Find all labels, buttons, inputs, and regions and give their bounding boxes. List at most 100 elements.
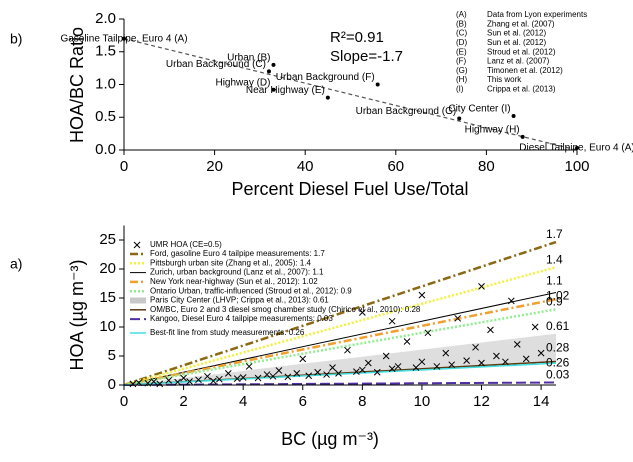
x-tick-label: 10: [414, 393, 431, 410]
reference-line: [123, 240, 557, 387]
reference-code: (A): [456, 10, 467, 19]
reference-line: [123, 297, 557, 387]
point-label: Urban Background (F): [276, 72, 375, 83]
data-point: [195, 376, 202, 384]
data-point: [522, 355, 530, 363]
data-point: [403, 338, 411, 345]
x-tick-label: 4: [239, 393, 247, 410]
data-point: [305, 372, 313, 380]
line-end-label: 1.1: [546, 274, 563, 288]
reference-code: (F): [456, 57, 467, 66]
panel-label: a): [10, 256, 22, 272]
legend-label: Zurich, urban background (Lanz et al., 2…: [150, 268, 324, 277]
x-tick-label: 100: [564, 158, 589, 175]
data-point: [323, 371, 330, 378]
reference-code: (B): [456, 19, 467, 28]
data-point: [388, 317, 396, 325]
legend-label: Pittsburgh urban site (Zhang et al., 200…: [150, 258, 312, 267]
point-label: City Center (I): [448, 104, 510, 115]
data-point: [215, 375, 223, 383]
data-point: [442, 349, 450, 357]
annotation: R²=0.91: [330, 29, 384, 46]
data-point: [433, 363, 441, 370]
reference-line: [123, 308, 557, 387]
data-point: [245, 363, 253, 370]
data-point: [364, 359, 372, 367]
point-label: Urban Background (C): [166, 59, 266, 70]
data-point: [204, 372, 211, 380]
data-point: [373, 368, 381, 376]
data-point: [463, 357, 470, 364]
band: [124, 333, 556, 385]
data-point: [165, 377, 173, 384]
data-point: [493, 352, 500, 360]
legend-label: Paris City Center (LHVP; Crippa et al., …: [150, 296, 329, 305]
legend-label: New York near-highway (Sun et al., 2012)…: [150, 277, 318, 286]
point: [457, 116, 462, 121]
point: [520, 134, 525, 139]
data-point: [418, 358, 426, 366]
line-end-label: 1.7: [546, 227, 563, 241]
reference-line: [123, 292, 557, 386]
x-tick-label: 12: [473, 393, 490, 410]
y-tick-label: 0.5: [95, 108, 116, 125]
y-tick-label: 1.5: [95, 43, 116, 60]
reference-text: Sun et al. (2012): [487, 38, 546, 47]
point-label: Highway (H): [465, 125, 520, 136]
point: [511, 113, 516, 118]
y-tick-label: 0.0: [95, 141, 116, 158]
y-tick-label: 15: [99, 289, 116, 306]
line-end-label: 0.28: [546, 341, 570, 355]
y-tick-label: 5: [108, 347, 116, 364]
x-axis-label: Percent Diesel Fuel Use/Total: [231, 179, 468, 199]
data-point: [150, 378, 158, 385]
y-tick-label: 1.0: [95, 75, 116, 92]
data-point: [454, 314, 462, 322]
data-point: [210, 377, 217, 385]
legend-label: Ontario Urban, traffic-influenced (Strou…: [150, 286, 352, 295]
x-tick-label: 0: [120, 158, 128, 175]
annotation: Slope=-1.7: [330, 48, 403, 65]
data-point: [239, 374, 247, 381]
legend-label: UMR HOA (CE=0.5): [150, 240, 222, 249]
data-point: [180, 374, 187, 382]
data-point: [186, 378, 193, 385]
y-tick-label: 0: [108, 376, 116, 393]
reference-text: Lanz et al. (2007): [487, 57, 550, 66]
legend-symbol: [133, 241, 141, 249]
data-point: [254, 374, 262, 382]
line-end-label: 0.26: [546, 355, 570, 369]
line-end-label: 1.02: [546, 288, 570, 302]
point: [325, 95, 330, 100]
data-point: [314, 368, 322, 376]
reference-code: (E): [456, 47, 467, 56]
data-point: [537, 349, 545, 357]
reference-line: [123, 266, 557, 387]
data-point: [358, 366, 366, 374]
x-tick-label: 14: [533, 393, 550, 410]
x-tick-label: 20: [206, 158, 223, 175]
point-label: Urban Background (G): [356, 106, 457, 117]
x-tick-label: 0: [120, 393, 128, 410]
data-point: [275, 367, 283, 374]
point-label: Diesel Tailpipe, Euro 4 (A): [519, 143, 633, 154]
data-point: [487, 326, 494, 334]
y-tick-label: 20: [99, 260, 116, 277]
point: [271, 62, 276, 67]
y-tick-label: 25: [99, 231, 116, 248]
data-point: [129, 380, 137, 388]
reference-text: Timonen et al. (2012): [487, 66, 563, 75]
data-point: [335, 370, 342, 377]
line-end-label: 0.9: [546, 294, 563, 308]
y-tick-label: 2.0: [95, 10, 116, 27]
data-point: [478, 359, 485, 367]
reference-text: This work: [487, 75, 522, 84]
reference-text: Stroud et al. (2012): [487, 47, 556, 56]
x-tick-label: 6: [299, 393, 307, 410]
legend-label: OM/BC, Euro 2 and 3 diesel smog chamber …: [150, 305, 421, 314]
legend-label: Best-fit line from study measurements: 0…: [150, 328, 305, 337]
x-tick-label: 2: [179, 393, 187, 410]
data-point: [344, 346, 351, 354]
reference-line: [123, 362, 557, 386]
data-point: [353, 368, 360, 376]
